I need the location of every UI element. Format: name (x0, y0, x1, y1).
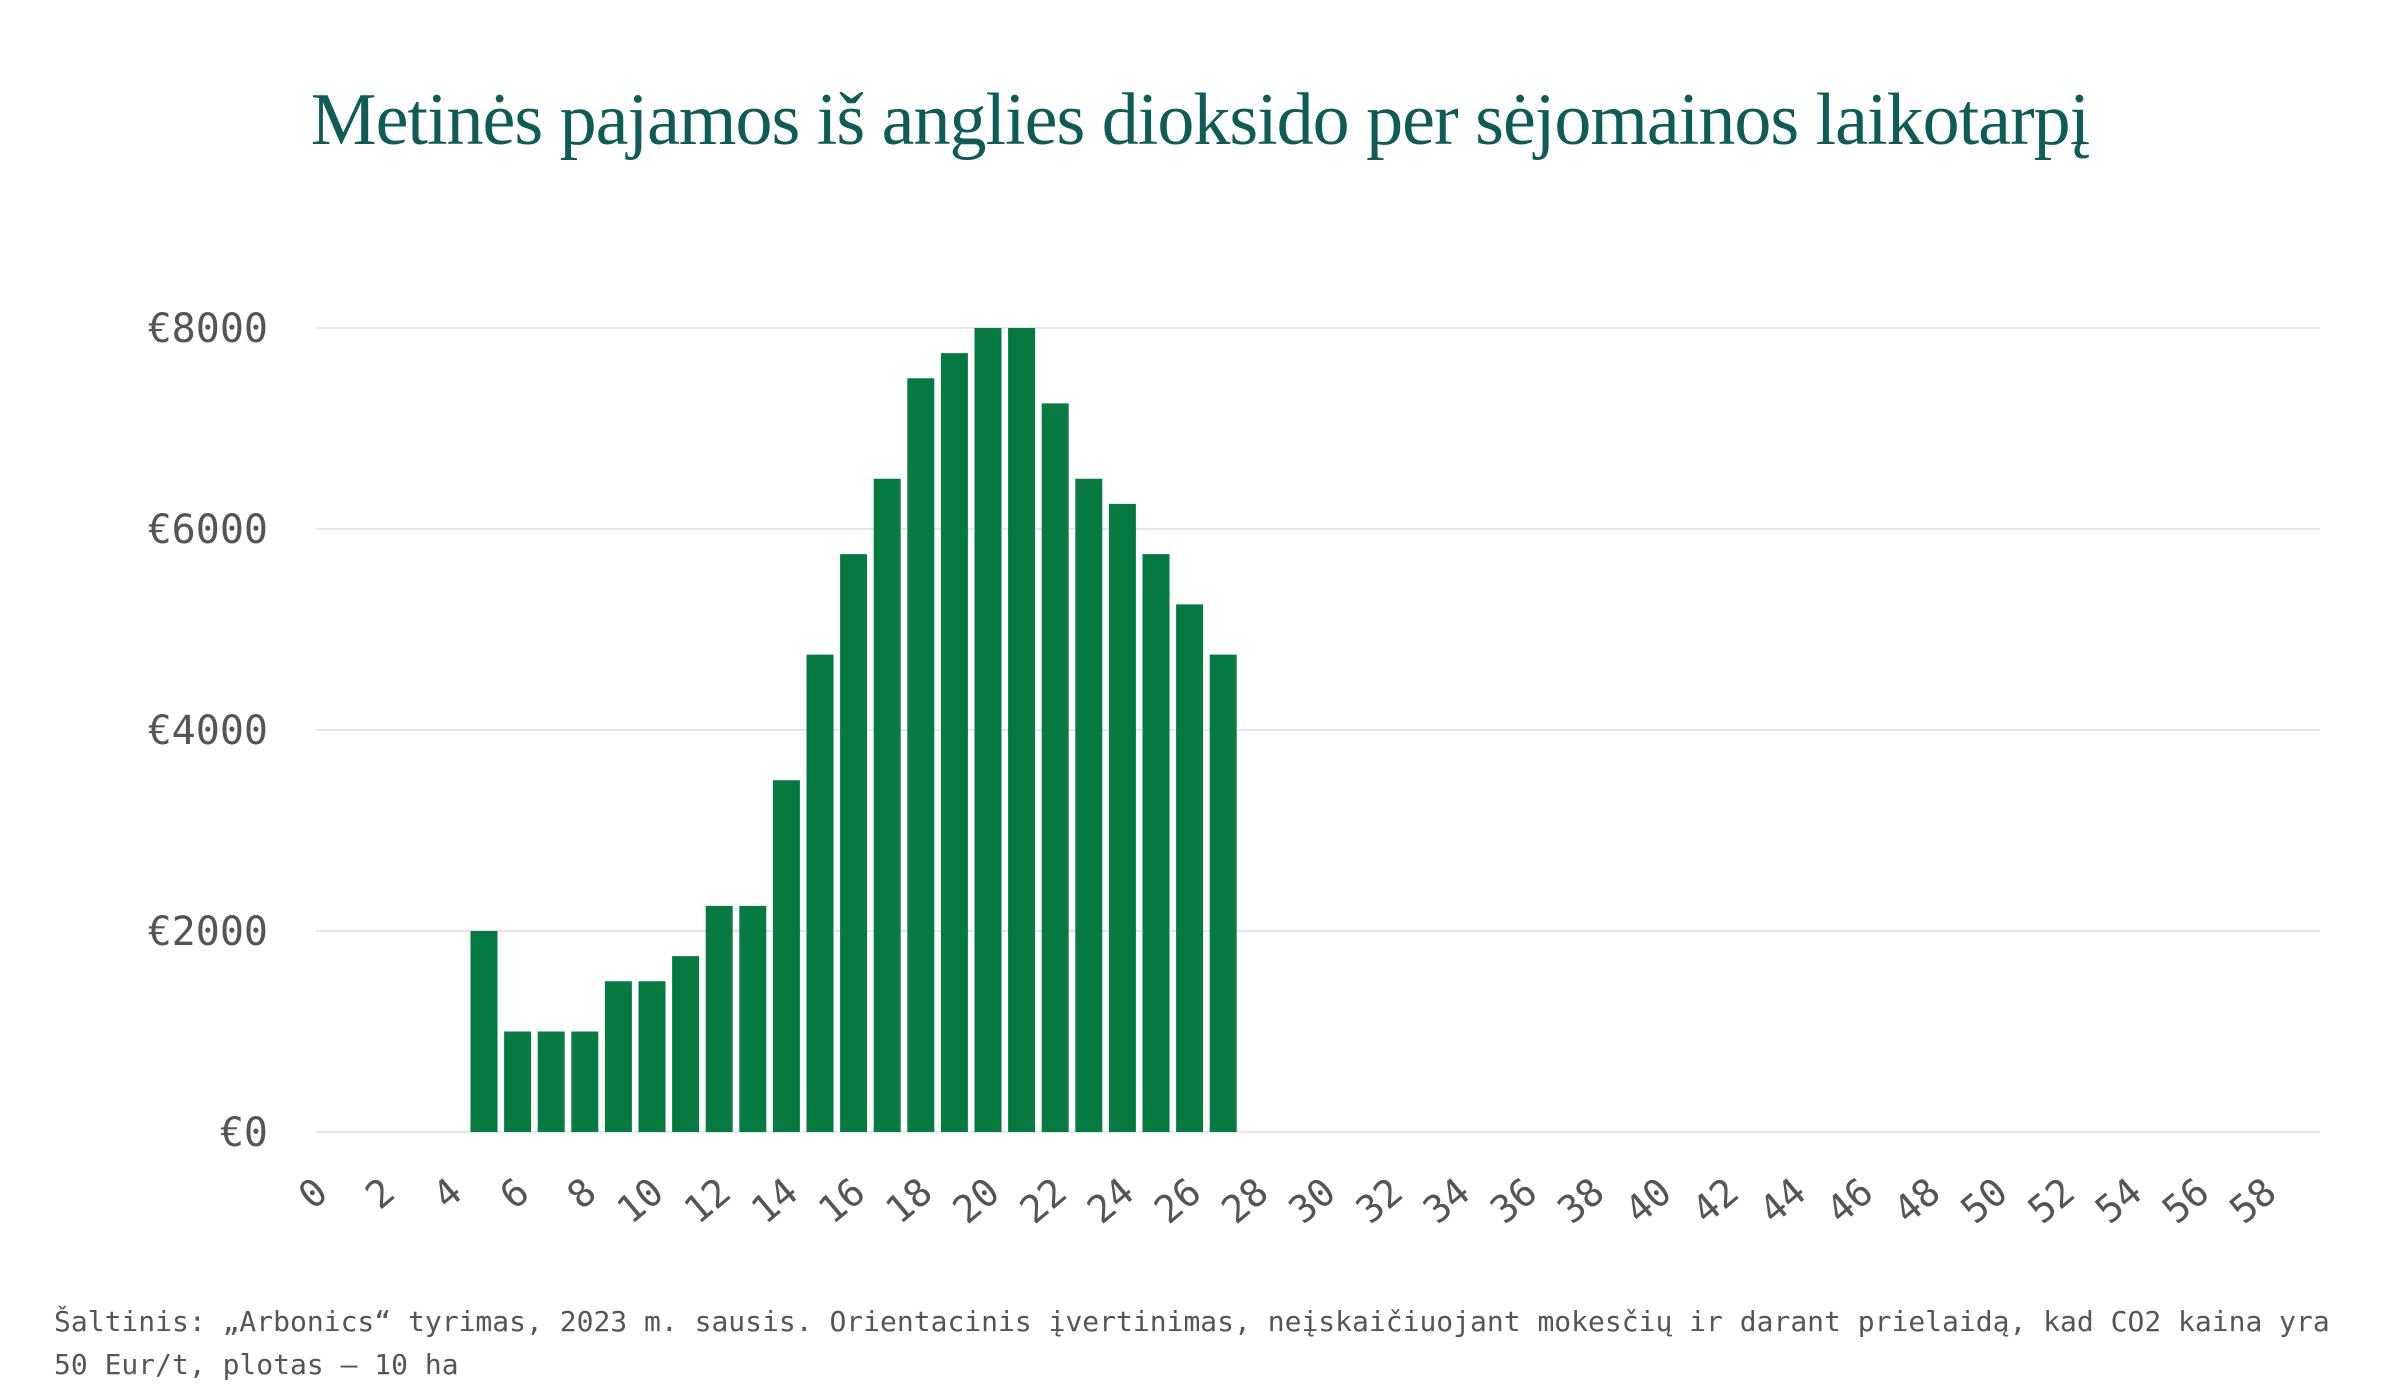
x-tick-label: 0 (290, 1169, 336, 1217)
bar (840, 554, 868, 1132)
x-tick-label: 46 (1818, 1169, 1881, 1232)
x-tick-label: 48 (1885, 1169, 1948, 1232)
x-tick-label: 8 (559, 1169, 605, 1217)
x-tick-label: 16 (810, 1169, 873, 1232)
bars (470, 328, 1237, 1132)
bar (1176, 604, 1204, 1132)
x-tick-label: 28 (1213, 1169, 1276, 1232)
bar (1142, 554, 1170, 1132)
x-tick-label: 24 (1079, 1169, 1142, 1232)
x-tick-label: 22 (1012, 1169, 1075, 1232)
y-tick-label: €4000 (148, 708, 268, 754)
x-tick-label: 14 (743, 1169, 806, 1232)
bar (571, 1031, 599, 1132)
y-tick-labels: €0 €2000 €4000 €6000 €8000 (148, 306, 268, 1156)
x-tick-label: 18 (877, 1169, 940, 1232)
bar (1041, 403, 1069, 1132)
x-tick-label: 32 (1348, 1169, 1411, 1232)
y-tick-label: €2000 (148, 909, 268, 955)
x-tick-label: 40 (1616, 1169, 1679, 1232)
x-tick-label: 50 (1952, 1169, 2015, 1232)
source-note: Šaltinis: „Arbonics“ tyrimas, 2023 m. sa… (54, 1305, 2330, 1381)
x-tick-label: 12 (676, 1169, 739, 1232)
bar (940, 353, 968, 1132)
y-tick-label: €6000 (148, 507, 268, 553)
x-tick-label: 26 (1146, 1169, 1209, 1232)
x-tick-label: 2 (357, 1169, 403, 1217)
bar (504, 1031, 532, 1132)
bar (1008, 328, 1036, 1132)
x-tick-label: 52 (2020, 1169, 2083, 1232)
bar (705, 905, 733, 1132)
bar (604, 981, 632, 1132)
x-tick-label: 54 (2087, 1169, 2150, 1232)
bar-chart: €0€2000€4000€6000€8000 0 2 4 6 8 10 12 14 16 18 20… (148, 306, 2320, 1232)
bar (638, 981, 666, 1132)
chart-title: Metinės pajamos iš anglies dioksido per … (310, 79, 2090, 161)
bar (537, 1031, 565, 1132)
x-tick-label: 6 (492, 1169, 538, 1217)
y-tick-label: €0 (220, 1110, 268, 1156)
x-tick-label: 44 (1751, 1169, 1814, 1232)
x-tick-label: 58 (2221, 1169, 2284, 1232)
x-tick-label: 4 (424, 1169, 470, 1217)
bar (470, 931, 498, 1132)
bar (672, 956, 700, 1132)
bar (1075, 478, 1103, 1132)
bar (974, 328, 1002, 1132)
y-tick-label: €8000 (148, 306, 268, 352)
bar (1209, 654, 1237, 1132)
x-tick-label: 38 (1549, 1169, 1612, 1232)
x-tick-labels: 0 2 4 6 8 10 12 14 16 18 20 22 24 26 28 30 32 34 36 38 40 42 4… (290, 1169, 2285, 1232)
x-tick-label: 42 (1684, 1169, 1747, 1232)
x-tick-label: 30 (1280, 1169, 1343, 1232)
bar (873, 478, 901, 1132)
x-tick-label: 34 (1415, 1169, 1478, 1232)
bar (1108, 503, 1136, 1132)
bar (739, 905, 767, 1132)
bar (806, 654, 834, 1132)
x-tick-label: 20 (944, 1169, 1007, 1232)
bar (772, 780, 800, 1132)
x-tick-label: 56 (2154, 1169, 2217, 1232)
x-tick-label: 36 (1482, 1169, 1545, 1232)
x-tick-label: 10 (608, 1169, 671, 1232)
bar (907, 378, 935, 1132)
